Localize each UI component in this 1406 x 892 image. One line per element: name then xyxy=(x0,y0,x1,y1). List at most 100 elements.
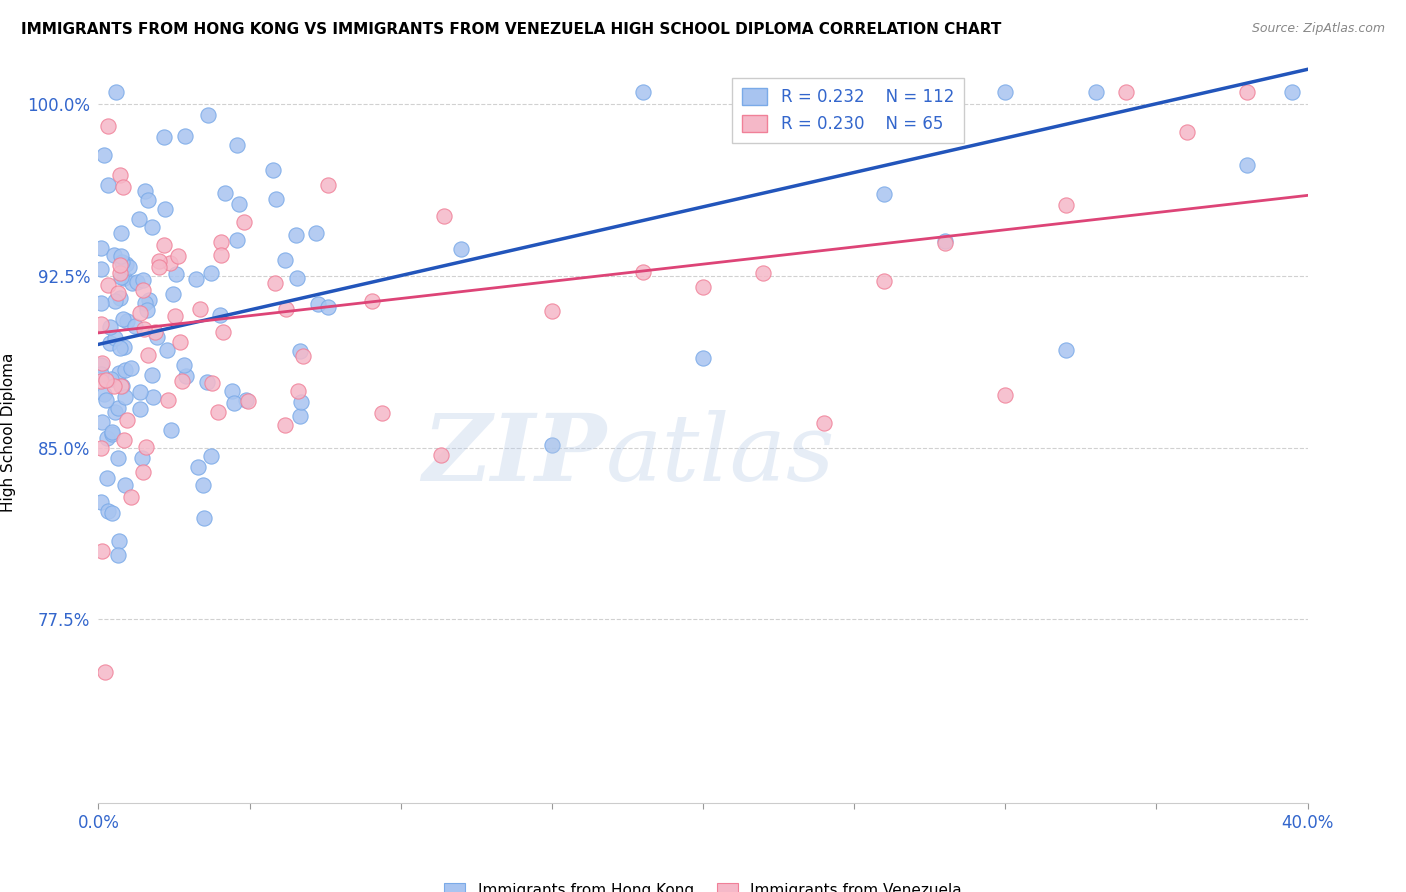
Point xyxy=(110,226,132,240)
Point xyxy=(134,322,156,336)
Point xyxy=(90,367,112,381)
Point xyxy=(104,331,127,345)
Point xyxy=(360,293,382,308)
Point xyxy=(224,396,246,410)
Point xyxy=(114,390,136,404)
Point xyxy=(184,272,207,286)
Point xyxy=(631,265,654,279)
Point xyxy=(191,478,214,492)
Point xyxy=(290,394,312,409)
Point xyxy=(236,393,259,408)
Point xyxy=(167,249,190,263)
Point xyxy=(156,343,179,358)
Point xyxy=(90,356,112,370)
Point xyxy=(159,256,181,270)
Point xyxy=(97,277,120,292)
Point xyxy=(97,178,120,193)
Point xyxy=(159,423,181,437)
Point xyxy=(200,449,222,463)
Point xyxy=(429,449,451,463)
Point xyxy=(118,260,141,275)
Text: Source: ZipAtlas.com: Source: ZipAtlas.com xyxy=(1251,22,1385,36)
Point xyxy=(207,404,229,418)
Point xyxy=(101,427,124,442)
Point xyxy=(1236,159,1258,173)
Point xyxy=(200,266,222,280)
Point xyxy=(148,254,170,268)
Point xyxy=(540,438,562,452)
Point xyxy=(1085,85,1108,99)
Point xyxy=(128,306,150,320)
Point xyxy=(107,534,129,549)
Point xyxy=(110,255,132,269)
Point xyxy=(264,276,287,290)
Point xyxy=(104,293,127,308)
Point xyxy=(934,235,956,250)
Point xyxy=(90,374,112,388)
Point xyxy=(112,271,135,285)
Point xyxy=(209,235,232,249)
Point xyxy=(108,366,131,380)
Point xyxy=(135,441,157,455)
Point xyxy=(127,275,149,289)
Point xyxy=(110,269,132,284)
Point xyxy=(90,441,112,455)
Point xyxy=(141,368,163,383)
Point xyxy=(813,416,835,430)
Point xyxy=(96,430,118,444)
Point xyxy=(100,372,122,386)
Point xyxy=(112,340,135,354)
Text: atlas: atlas xyxy=(606,409,835,500)
Point xyxy=(752,266,775,280)
Point xyxy=(120,490,142,504)
Text: IMMIGRANTS FROM HONG KONG VS IMMIGRANTS FROM VENEZUELA HIGH SCHOOL DIPLOMA CORRE: IMMIGRANTS FROM HONG KONG VS IMMIGRANTS … xyxy=(21,22,1001,37)
Point xyxy=(291,349,314,363)
Point xyxy=(197,108,219,122)
Point xyxy=(138,293,160,307)
Point xyxy=(692,280,714,294)
Point xyxy=(1236,85,1258,99)
Point xyxy=(131,450,153,465)
Point xyxy=(290,409,312,424)
Point xyxy=(114,363,136,377)
Point xyxy=(90,295,112,310)
Point xyxy=(153,238,176,252)
Point xyxy=(173,358,195,372)
Point xyxy=(157,392,180,407)
Point xyxy=(108,168,131,182)
Point xyxy=(136,348,159,362)
Point xyxy=(266,192,288,206)
Point xyxy=(101,425,124,439)
Point xyxy=(316,300,339,314)
Point xyxy=(235,393,257,408)
Point xyxy=(115,257,138,271)
Point xyxy=(108,258,131,272)
Point xyxy=(103,378,125,392)
Point xyxy=(111,179,134,194)
Point xyxy=(146,330,169,344)
Point xyxy=(208,308,231,322)
Point xyxy=(90,317,112,331)
Point xyxy=(107,451,129,466)
Point xyxy=(111,379,134,393)
Point xyxy=(433,209,456,223)
Point xyxy=(262,163,284,178)
Point xyxy=(96,373,118,387)
Point xyxy=(97,119,120,133)
Point xyxy=(132,272,155,286)
Point xyxy=(134,184,156,198)
Point xyxy=(101,506,124,520)
Point xyxy=(153,130,176,145)
Point xyxy=(188,301,211,316)
Point xyxy=(274,417,297,432)
Point xyxy=(214,186,236,201)
Point xyxy=(228,197,250,211)
Point xyxy=(692,351,714,365)
Point xyxy=(172,374,194,388)
Point xyxy=(90,262,112,277)
Point xyxy=(132,465,155,479)
Point xyxy=(540,303,562,318)
Point xyxy=(221,384,243,398)
Point xyxy=(162,287,184,301)
Point xyxy=(195,376,218,390)
